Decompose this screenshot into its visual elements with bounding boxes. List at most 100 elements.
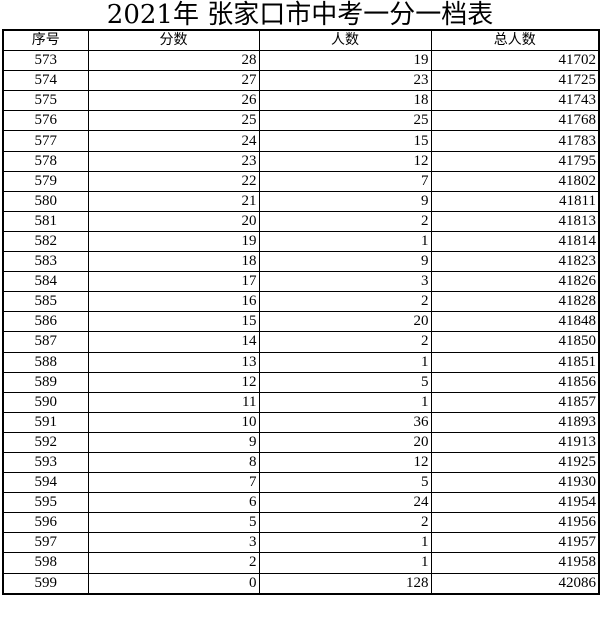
table-row: 584 17 3 41826 <box>2 271 600 293</box>
cell-total: 41768 <box>430 110 600 132</box>
cell-count: 1 <box>258 230 432 253</box>
header-score: 分数 <box>87 29 260 52</box>
cell-total: 41930 <box>430 472 600 494</box>
table-row: 576 25 25 41768 <box>2 110 600 132</box>
cell-index: 590 <box>2 391 89 413</box>
cell-count: 20 <box>258 311 432 333</box>
table-row: 585 16 2 41828 <box>2 291 600 313</box>
cell-total: 41848 <box>430 311 600 333</box>
cell-total: 41828 <box>430 291 600 313</box>
cell-score: 0 <box>87 572 260 595</box>
table-row: 578 23 12 41795 <box>2 150 600 172</box>
cell-score: 11 <box>87 391 260 413</box>
table-row: 598 2 1 41958 <box>2 552 600 574</box>
cell-total: 41850 <box>430 331 600 353</box>
cell-score: 5 <box>87 512 260 534</box>
cell-count: 12 <box>258 150 432 172</box>
cell-score: 13 <box>87 351 260 373</box>
cell-index: 574 <box>2 70 89 92</box>
table-row: 593 8 12 41925 <box>2 451 600 474</box>
cell-total: 41811 <box>430 190 600 212</box>
page-title: 2021年 张家口市中考一分一档表 <box>106 0 494 30</box>
cell-total: 41814 <box>430 230 600 253</box>
table-row: 599 0 128 42086 <box>2 572 600 595</box>
cell-total: 41826 <box>430 271 600 293</box>
header-row: 序号 分数 人数 总人数 <box>2 29 600 52</box>
cell-count: 1 <box>258 532 432 554</box>
score-table: 序号 分数 人数 总人数 573 28 19 41702 574 27 23 41725 575… <box>2 29 600 595</box>
cell-score: 12 <box>87 371 260 393</box>
cell-total: 41893 <box>430 411 600 433</box>
table-row: 592 9 20 41913 <box>2 431 600 453</box>
cell-total: 41857 <box>430 391 600 413</box>
cell-score: 18 <box>87 251 260 273</box>
cell-total: 41802 <box>430 170 600 192</box>
cell-count: 1 <box>258 552 432 574</box>
cell-count: 128 <box>258 572 432 595</box>
table-row: 587 14 2 41850 <box>2 331 600 353</box>
cell-score: 6 <box>87 492 260 514</box>
cell-count: 1 <box>258 351 432 373</box>
cell-score: 26 <box>87 90 260 112</box>
cell-score: 28 <box>87 50 260 72</box>
cell-score: 14 <box>87 331 260 353</box>
cell-score: 20 <box>87 210 260 232</box>
cell-count: 15 <box>258 130 432 152</box>
table-body: 573 28 19 41702 574 27 23 41725 575 26 18 41743 576 2… <box>2 50 600 595</box>
table-row: 575 26 18 41743 <box>2 90 600 112</box>
cell-index: 577 <box>2 130 89 152</box>
table-row: 586 15 20 41848 <box>2 311 600 333</box>
cell-count: 18 <box>258 90 432 112</box>
table-row: 596 5 2 41956 <box>2 512 600 534</box>
cell-total: 41956 <box>430 512 600 534</box>
cell-total: 41957 <box>430 532 600 554</box>
cell-total: 41925 <box>430 451 600 474</box>
table-row: 574 27 23 41725 <box>2 70 600 92</box>
cell-index: 585 <box>2 291 89 313</box>
cell-index: 589 <box>2 371 89 393</box>
cell-score: 25 <box>87 110 260 132</box>
cell-score: 23 <box>87 150 260 172</box>
cell-index: 573 <box>2 50 89 72</box>
cell-total: 41743 <box>430 90 600 112</box>
cell-count: 12 <box>258 451 432 474</box>
table-row: 577 24 15 41783 <box>2 130 600 152</box>
cell-total: 41954 <box>430 492 600 514</box>
table-row: 597 3 1 41957 <box>2 532 600 554</box>
cell-score: 16 <box>87 291 260 313</box>
table-row: 580 21 9 41811 <box>2 190 600 212</box>
cell-total: 41958 <box>430 552 600 574</box>
table-row: 583 18 9 41823 <box>2 251 600 273</box>
cell-score: 2 <box>87 552 260 574</box>
cell-index: 580 <box>2 190 89 212</box>
cell-index: 592 <box>2 431 89 453</box>
cell-total: 41823 <box>430 251 600 273</box>
cell-count: 36 <box>258 411 432 433</box>
cell-index: 595 <box>2 492 89 514</box>
cell-count: 2 <box>258 331 432 353</box>
table-row: 579 22 7 41802 <box>2 170 600 192</box>
cell-count: 23 <box>258 70 432 92</box>
cell-index: 575 <box>2 90 89 112</box>
header-total: 总人数 <box>430 29 600 52</box>
cell-score: 9 <box>87 431 260 453</box>
cell-total: 41856 <box>430 371 600 393</box>
cell-score: 27 <box>87 70 260 92</box>
cell-index: 578 <box>2 150 89 172</box>
table-row: 591 10 36 41893 <box>2 411 600 433</box>
cell-index: 586 <box>2 311 89 333</box>
table-row: 573 28 19 41702 <box>2 50 600 72</box>
cell-count: 3 <box>258 271 432 293</box>
cell-index: 576 <box>2 110 89 132</box>
cell-index: 598 <box>2 552 89 574</box>
cell-count: 5 <box>258 472 432 494</box>
cell-total: 42086 <box>430 572 600 595</box>
cell-count: 2 <box>258 291 432 313</box>
cell-total: 41725 <box>430 70 600 92</box>
cell-total: 41813 <box>430 210 600 232</box>
table-row: 581 20 2 41813 <box>2 210 600 232</box>
cell-score: 8 <box>87 451 260 474</box>
table-row: 594 7 5 41930 <box>2 472 600 494</box>
cell-index: 597 <box>2 532 89 554</box>
cell-score: 15 <box>87 311 260 333</box>
